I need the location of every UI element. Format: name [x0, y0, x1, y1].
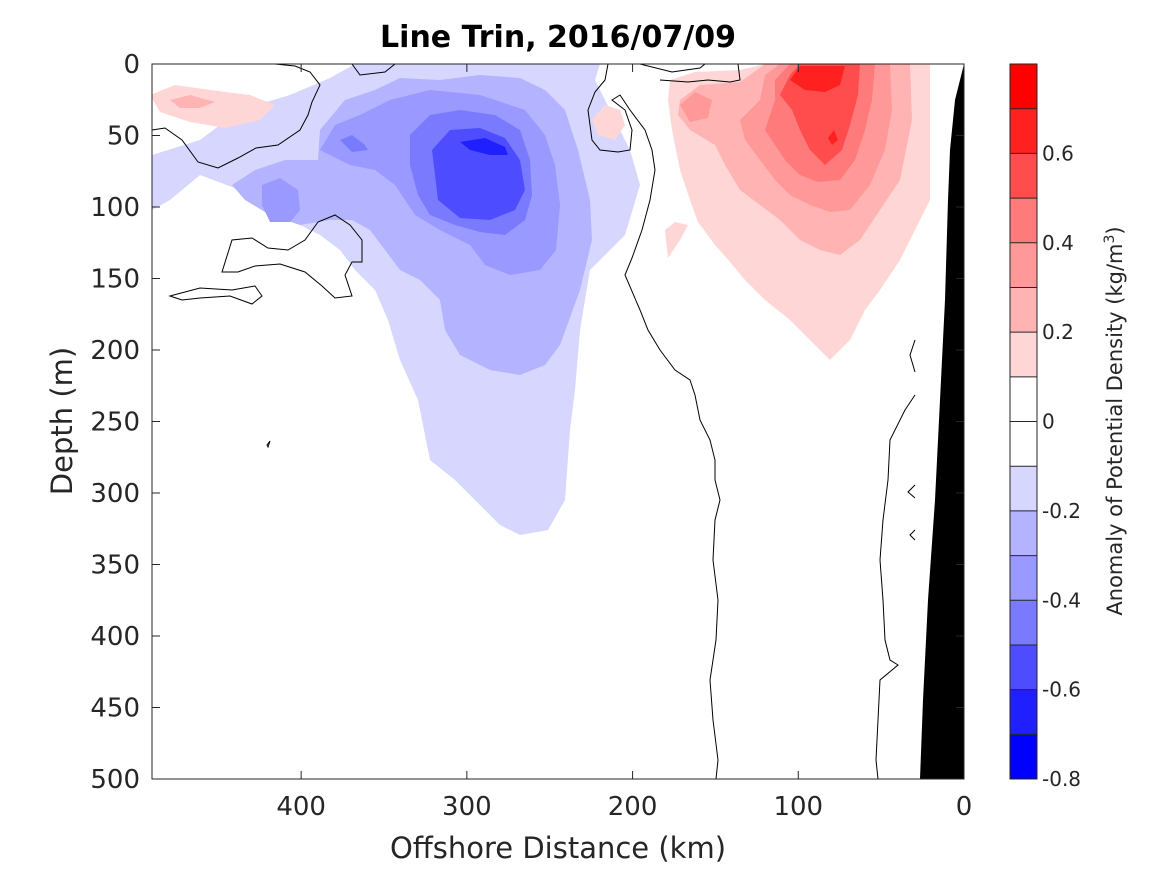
colorbar-band	[1010, 600, 1037, 645]
colorbar-band	[1010, 376, 1037, 422]
contour-band-pos-0.2	[170, 64, 912, 255]
colorbar-band	[1010, 242, 1037, 288]
colorbar-tick-label: 0.4	[1042, 231, 1074, 255]
contour-band-neg-0.6	[460, 138, 508, 155]
x-tick-label: 300	[442, 792, 492, 822]
colorbar-band	[1010, 287, 1037, 333]
colorbar-band	[1010, 510, 1037, 556]
colorbar-band	[1010, 108, 1037, 154]
zero-contour-lines	[152, 64, 916, 779]
chart-title: Line Trin, 2016/07/09	[380, 20, 736, 55]
x-tick-label: 400	[276, 792, 326, 822]
y-tick-label: 300	[90, 479, 140, 509]
colorbar-tick-label: -0.8	[1042, 767, 1081, 791]
colorbar-band	[1010, 555, 1037, 601]
x-axis-ticks: 400 300 200 100 0	[276, 64, 972, 822]
colorbar-band	[1010, 421, 1037, 467]
y-tick-label: 500	[90, 765, 140, 795]
colorbar-band	[1010, 466, 1037, 511]
colorbar-ticks: -0.8 -0.6 -0.4 -0.2 0 0.2 0.4 0.6	[1010, 63, 1081, 791]
x-tick-label: 200	[608, 792, 658, 822]
y-tick-label: 200	[90, 336, 140, 366]
y-tick-label: 150	[90, 265, 140, 295]
colorbar-tick-label: -0.2	[1042, 499, 1081, 523]
y-tick-label: 50	[107, 122, 140, 152]
colorbar-band	[1010, 689, 1037, 735]
y-tick-label: 450	[90, 694, 140, 724]
colorbar-label: Anomaly of Potential Density (kg/m3)	[1102, 226, 1127, 615]
colorbar-label-sup: 3	[1102, 235, 1118, 244]
bottom-topography	[920, 64, 964, 779]
colorbar-label-end: )	[1103, 226, 1127, 234]
y-tick-label: 100	[90, 193, 140, 223]
y-axis-label: Depth (m)	[45, 347, 79, 495]
colorbar-band	[1010, 153, 1037, 199]
x-axis-label: Offshore Distance (km)	[390, 831, 726, 865]
colorbar-tick-label: -0.6	[1042, 678, 1081, 702]
contour-band-pos-0.5	[780, 64, 860, 165]
colorbar-label-main: Anomaly of Potential Density (kg/m	[1103, 244, 1127, 616]
x-tick-label: 0	[956, 792, 973, 822]
y-tick-label: 0	[123, 50, 140, 80]
y-tick-label: 400	[90, 622, 140, 652]
x-tick-label: 100	[773, 792, 823, 822]
colorbar-band	[1010, 734, 1037, 779]
contour-band-pos-0.6	[790, 66, 845, 145]
y-axis-ticks: 0 50 100 150 200 250 300 350 400 450 500	[90, 50, 964, 795]
colorbar-tick-label: 0	[1042, 410, 1055, 434]
y-tick-label: 350	[90, 551, 140, 581]
colorbar-tick-label: -0.4	[1042, 588, 1081, 612]
colorbar-band	[1010, 644, 1037, 690]
colorbar-band	[1010, 198, 1037, 243]
plot-area	[152, 64, 964, 779]
colorbar-tick-label: 0.6	[1042, 141, 1074, 165]
colorbar	[1010, 64, 1037, 779]
colorbar-band	[1010, 332, 1037, 377]
colorbar-tick-label: 0.2	[1042, 320, 1074, 344]
colorbar-band	[1010, 64, 1037, 109]
y-tick-label: 250	[90, 408, 140, 438]
